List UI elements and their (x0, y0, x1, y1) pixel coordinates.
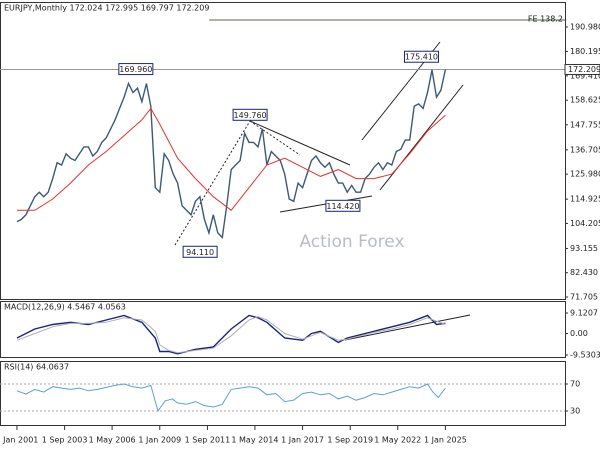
trendline (249, 120, 351, 166)
price-title: EURJPY,Monthly 172.024 172.995 169.797 1… (4, 4, 209, 13)
series-line (16, 383, 446, 413)
trendlines (174, 41, 471, 341)
y-tick-label: 82.430 (570, 268, 598, 277)
x-tick-label: 1 May 2014 (231, 436, 278, 445)
macd-title: MACD(12,26,9) 4.5467 4.0563 (4, 303, 126, 312)
price-panel (0, 2, 566, 300)
price-tag-label: 172.209 (568, 65, 600, 74)
y-tick-label: 70 (570, 380, 580, 389)
annotation-label: 175.410 (405, 53, 438, 62)
y-tick-label: 169.410 (570, 71, 600, 80)
annotation-label: 169.960 (119, 65, 152, 74)
x-tick-label: 1 Jan 2009 (138, 436, 181, 445)
annotation-box (403, 50, 439, 63)
y-tick-label: 147.755 (570, 120, 600, 129)
annotation-label: 94.110 (186, 248, 214, 257)
y-tick-label: 180.195 (570, 47, 600, 56)
x-tick-label: 1 May 2022 (374, 436, 421, 445)
annotation-box (118, 63, 154, 76)
y-tick-label: 0.00 (570, 329, 588, 338)
y-tick-label: 71.705 (570, 293, 598, 302)
trendline (249, 120, 301, 156)
channel-line (379, 84, 464, 191)
rsi-title: RSI(14) 64.0637 (4, 363, 69, 372)
y-tick-label: 125.980 (570, 170, 600, 179)
y-tick-label: 190.980 (570, 22, 600, 31)
trendline (174, 120, 251, 246)
x-tick-label: 1 Jan 2001 (0, 436, 38, 445)
x-tick-label: 1 Jan 2025 (424, 436, 467, 445)
macd-trendline (344, 314, 471, 341)
level-label: FE 138.2 (528, 15, 563, 24)
x-tick-label: 1 Sep 2003 (42, 436, 88, 445)
y-tick-label: 104.205 (570, 219, 600, 228)
rsi-panel (0, 361, 566, 426)
x-tick-label: 1 Sep 2019 (327, 436, 373, 445)
macd-panel (0, 301, 566, 358)
watermark: Action Forex (299, 232, 404, 252)
series-line (16, 314, 446, 355)
series-line (17, 107, 446, 211)
y-tick-label: 93.155 (570, 244, 598, 253)
y-tick-label: 9.1207 (570, 308, 598, 317)
y-tick-label: 136.705 (570, 145, 600, 154)
annotation-box (232, 108, 268, 121)
annotation-label: 114.420 (326, 202, 359, 211)
y-tick-label: 30 (570, 407, 580, 416)
x-tick-label: 1 May 2006 (89, 436, 136, 445)
price-tag (564, 63, 600, 75)
x-tick-label: 1 Jan 2017 (281, 436, 324, 445)
y-tick-label: -9.5303 (570, 350, 600, 359)
annotation-label: 149.760 (234, 111, 267, 120)
series-line (16, 316, 446, 354)
y-tick-label: 158.625 (570, 96, 600, 105)
annotation-box (182, 245, 218, 258)
y-tick-label: 114.925 (570, 195, 600, 204)
annotation-box (325, 199, 361, 212)
x-tick-label: 1 Sep 2011 (185, 436, 231, 445)
series-line (16, 69, 447, 240)
